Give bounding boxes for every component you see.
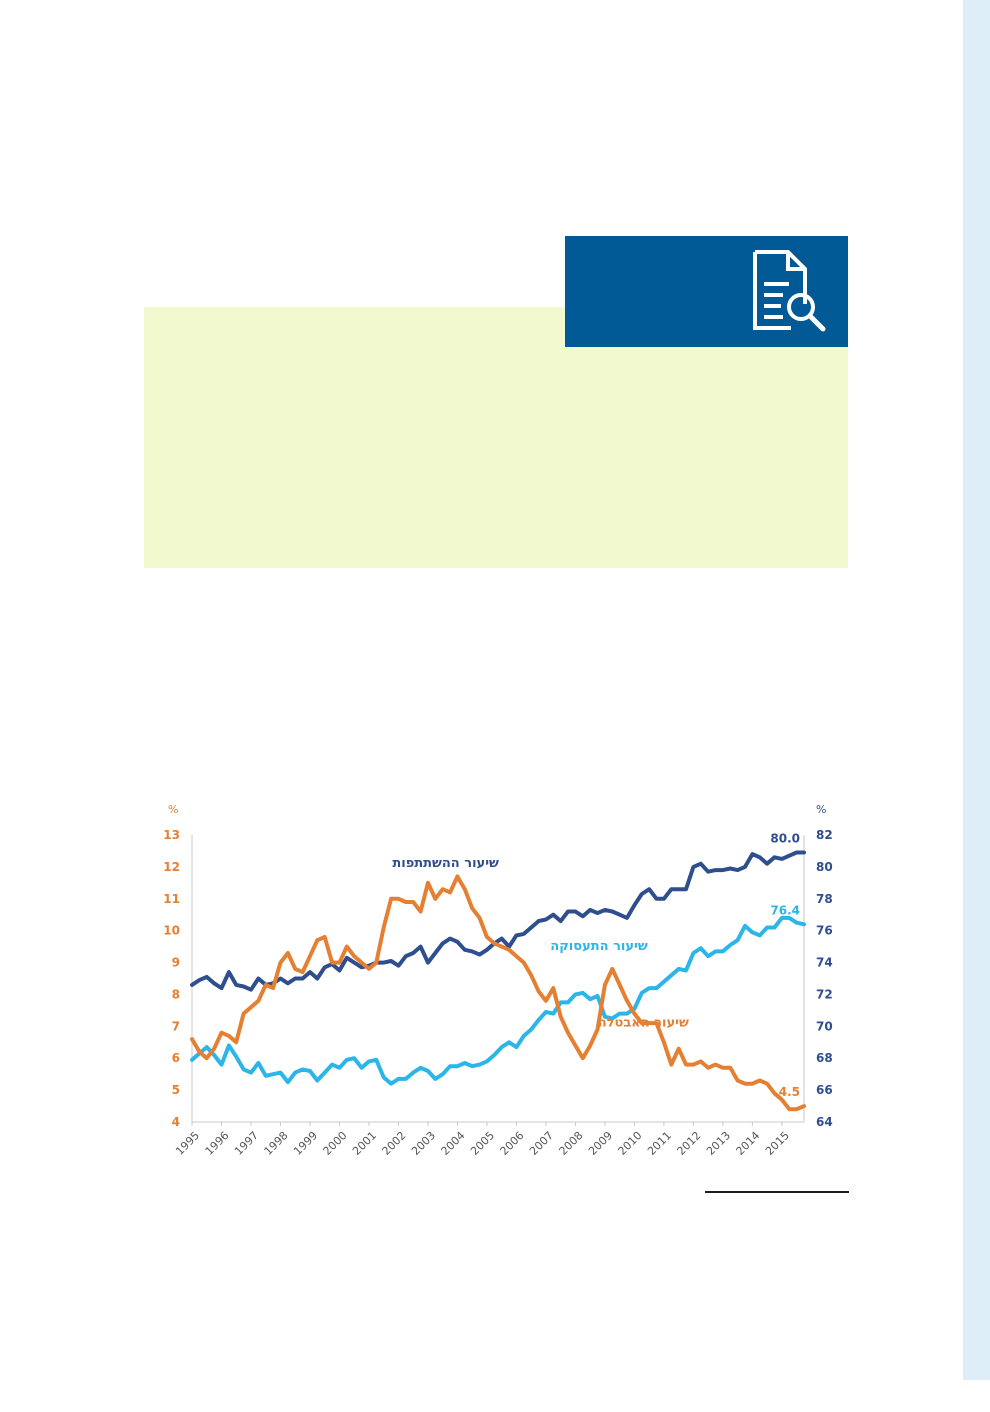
x-tick-label: 1995	[173, 1129, 202, 1158]
left-tick-label: 4	[172, 1115, 180, 1129]
chart-svg: % %45678910111213646668707274767880821995…	[163, 803, 833, 1158]
right-tick-label: 74	[816, 956, 833, 970]
footnote-rule	[705, 1191, 849, 1193]
side-strip	[963, 0, 990, 1412]
left-tick-label: 11	[163, 892, 180, 906]
series-line-1	[190, 850, 806, 992]
right-tick-label: 78	[816, 892, 833, 906]
x-tick-label: 2013	[704, 1129, 733, 1158]
series-line-3	[190, 874, 806, 1112]
x-tick-label: 1997	[232, 1129, 261, 1158]
right-tick-label: 70	[816, 1019, 833, 1033]
x-tick-label: 2002	[380, 1129, 409, 1158]
left-axis-unit: %	[168, 803, 178, 816]
right-tick-label: 76	[816, 924, 833, 938]
x-tick-label: 2000	[321, 1129, 350, 1158]
right-tick-label: 66	[816, 1083, 833, 1097]
x-tick-label: 2012	[675, 1129, 704, 1158]
x-tick-label: 2007	[527, 1129, 556, 1158]
right-axis-unit: %	[816, 803, 826, 816]
x-tick-label: 2014	[734, 1129, 763, 1158]
series-end-label-2: 76.4	[770, 903, 800, 917]
x-tick-label: 1999	[291, 1129, 320, 1158]
series-name-label-2: שיעור התעסוקה	[550, 939, 648, 954]
x-tick-label: 2006	[498, 1129, 527, 1158]
info-box	[144, 307, 848, 568]
left-tick-label: 5	[172, 1083, 180, 1097]
x-tick-label: 2011	[645, 1129, 674, 1158]
x-tick-label: 1996	[203, 1129, 232, 1158]
series-end-label-1: 80.0	[770, 832, 800, 846]
right-tick-label: 64	[816, 1115, 833, 1129]
document-search-icon	[753, 250, 826, 332]
left-tick-label: 13	[163, 828, 180, 842]
left-tick-label: 9	[172, 956, 180, 970]
series-name-label-1: שיעור ההשתתפות	[392, 856, 499, 871]
left-tick-label: 6	[172, 1051, 180, 1065]
left-tick-label: 8	[172, 987, 180, 1001]
side-strip-end	[963, 1380, 990, 1412]
x-tick-label: 2001	[350, 1129, 379, 1158]
labor-market-chart: %% 4 5 6 7 8 9 10 11 12 13 64 66 68 70 72 74 76 78 80 82 1995…	[160, 795, 840, 1175]
right-tick-label: 72	[816, 987, 833, 1001]
icon-block	[565, 236, 848, 347]
right-tick-label: 82	[816, 828, 833, 842]
x-tick-label: 2004	[439, 1129, 468, 1158]
x-tick-label: 2009	[586, 1129, 615, 1158]
x-tick-label: 2008	[557, 1129, 586, 1158]
left-tick-label: 7	[172, 1019, 180, 1033]
series-line-2	[190, 915, 806, 1086]
x-tick-label: 2010	[616, 1129, 645, 1158]
x-tick-label: 2005	[468, 1129, 497, 1158]
x-tick-label: 1998	[262, 1129, 291, 1158]
left-tick-label: 10	[163, 924, 180, 938]
right-tick-label: 68	[816, 1051, 833, 1065]
x-tick-label: 2015	[763, 1129, 792, 1158]
right-tick-label: 80	[816, 860, 833, 874]
x-tick-label: 2003	[409, 1129, 438, 1158]
series-name-label-3: שיעור האבטלה	[598, 1015, 689, 1030]
series-end-label-3: 4.5	[779, 1085, 800, 1099]
left-tick-label: 12	[163, 860, 180, 874]
